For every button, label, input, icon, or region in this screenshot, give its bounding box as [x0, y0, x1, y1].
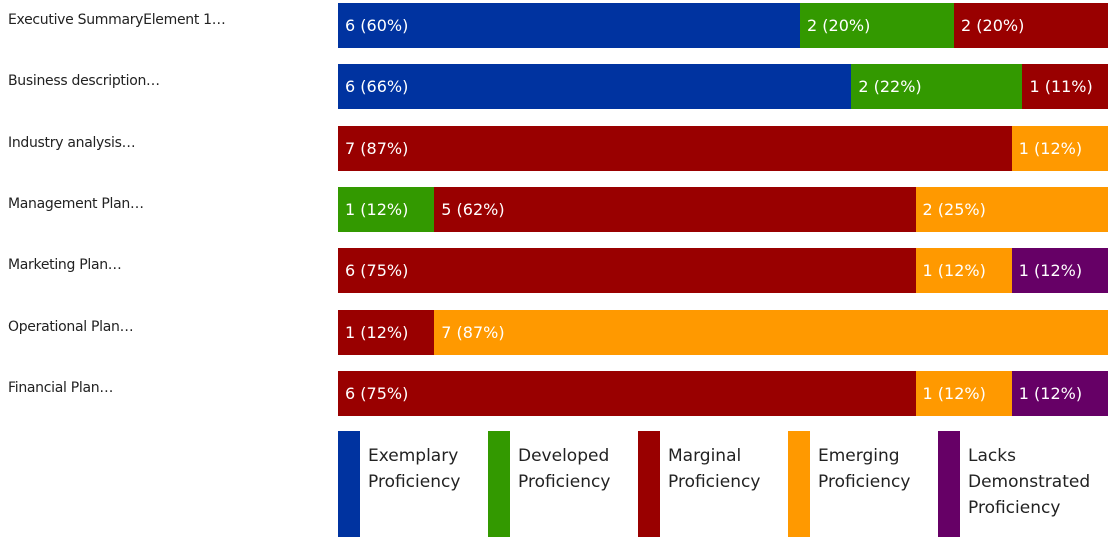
legend-label: Emerging Proficiency — [818, 446, 911, 492]
bar-segment: 1 (12%) — [1011, 125, 1108, 171]
data-label: 2 (25%) — [922, 199, 986, 219]
bar-segment: 7 (87%) — [434, 309, 1108, 355]
legend-label: Marginal Proficiency — [668, 446, 761, 492]
legend-swatch — [938, 431, 960, 537]
bar-segment: 2 (20%) — [954, 3, 1108, 48]
bar-segment: 1 (12%) — [1011, 248, 1108, 294]
data-label: 1 (12%) — [922, 261, 986, 281]
bar-segment: 2 (20%) — [800, 3, 954, 48]
data-label: 1 (12%) — [1018, 383, 1083, 403]
data-label: 7 (87%) — [345, 138, 409, 158]
category-label: Executive SummaryElement 1… — [8, 12, 226, 28]
category-label: Marketing Plan… — [8, 257, 122, 274]
data-label: 1 (12%) — [345, 199, 409, 219]
legend-label: Exemplary Proficiency — [368, 446, 461, 492]
bar-segment: 7 (87%) — [338, 125, 1012, 171]
bar-segment: 6 (75%) — [338, 248, 916, 294]
bar-segment: 1 (12%) — [915, 370, 1012, 416]
data-label: 1 (12%) — [345, 322, 409, 342]
legend-label: Developed Proficiency — [518, 446, 611, 492]
data-label: 2 (20%) — [961, 16, 1025, 35]
data-label: 6 (60%) — [345, 16, 409, 35]
category-label: Business description… — [8, 73, 160, 90]
bar-segment: 1 (12%) — [338, 186, 435, 232]
bar-segment: 1 (12%) — [915, 248, 1012, 294]
bar-segment: 1 (12%) — [338, 309, 435, 355]
category-label: Industry analysis… — [8, 134, 136, 151]
data-label: 2 (22%) — [858, 77, 922, 97]
bar-segment: 6 (75%) — [338, 370, 916, 416]
data-label: 1 (12%) — [922, 383, 986, 403]
data-label: 7 (87%) — [441, 322, 505, 342]
data-label: 6 (66%) — [345, 77, 409, 97]
legend-label: Lacks Demonstrated Proficiency — [968, 446, 1091, 518]
bar-segment: 1 (11%) — [1022, 64, 1108, 110]
bar-segment: 6 (60%) — [338, 3, 800, 48]
data-label: 5 (62%) — [441, 199, 505, 219]
bar-segment: 6 (66%) — [338, 64, 852, 110]
data-label: 6 (75%) — [345, 261, 409, 281]
bar-segment: 2 (25%) — [915, 186, 1108, 232]
legend-swatch — [788, 431, 810, 537]
category-label: Financial Plan… — [8, 379, 114, 396]
data-label: 2 (20%) — [807, 16, 871, 35]
legend-swatch — [338, 431, 360, 537]
data-label: 1 (11%) — [1029, 77, 1093, 97]
data-label: 6 (75%) — [345, 383, 409, 403]
bar-segment: 1 (12%) — [1011, 370, 1108, 416]
legend-swatch — [488, 431, 510, 537]
data-label: 1 (12%) — [1018, 261, 1083, 281]
category-label: Operational Plan… — [8, 318, 134, 335]
bar-segment: 2 (22%) — [851, 64, 1023, 110]
category-label: Management Plan… — [8, 195, 144, 212]
legend-swatch — [638, 431, 660, 537]
bar-segment: 5 (62%) — [434, 186, 916, 232]
data-label: 1 (12%) — [1018, 138, 1083, 158]
